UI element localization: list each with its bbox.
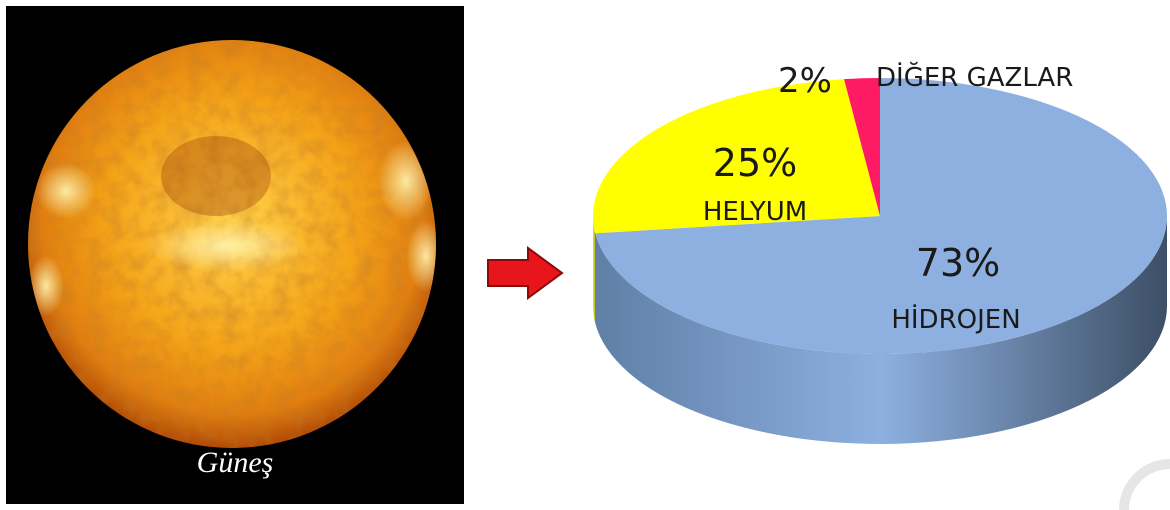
pie-chart: 73% HİDROJEN 25% HELYUM 2% DİĞER GAZLAR [593,61,1167,445]
pie-percent-label: 73% [916,241,1000,285]
pie-labels: 73% HİDROJEN 25% HELYUM 2% DİĞER GAZLAR [703,61,1073,335]
pie-slices [593,78,1167,354]
pie-side-0 [595,216,1167,445]
sun-caption: Güneş [196,446,274,479]
pie-slice-2 [844,78,880,216]
pie-category-label: HELYUM [703,197,807,227]
pie-category-label: DİĞER GAZLAR [876,61,1073,93]
right-arrow-icon [487,246,564,300]
pie-side-1 [593,216,596,324]
sun-icon [28,40,436,448]
pie-3d-sides [593,216,1167,445]
pie-slice-0 [595,78,1167,354]
pie-percent-label: 25% [713,141,797,185]
sun-image-panel: Güneş [6,6,464,504]
pie-category-label: HİDROJEN [891,303,1020,335]
pie-percent-label: 2% [778,61,832,101]
pie-slice-1 [593,79,880,234]
watermark-logo [1119,459,1170,510]
